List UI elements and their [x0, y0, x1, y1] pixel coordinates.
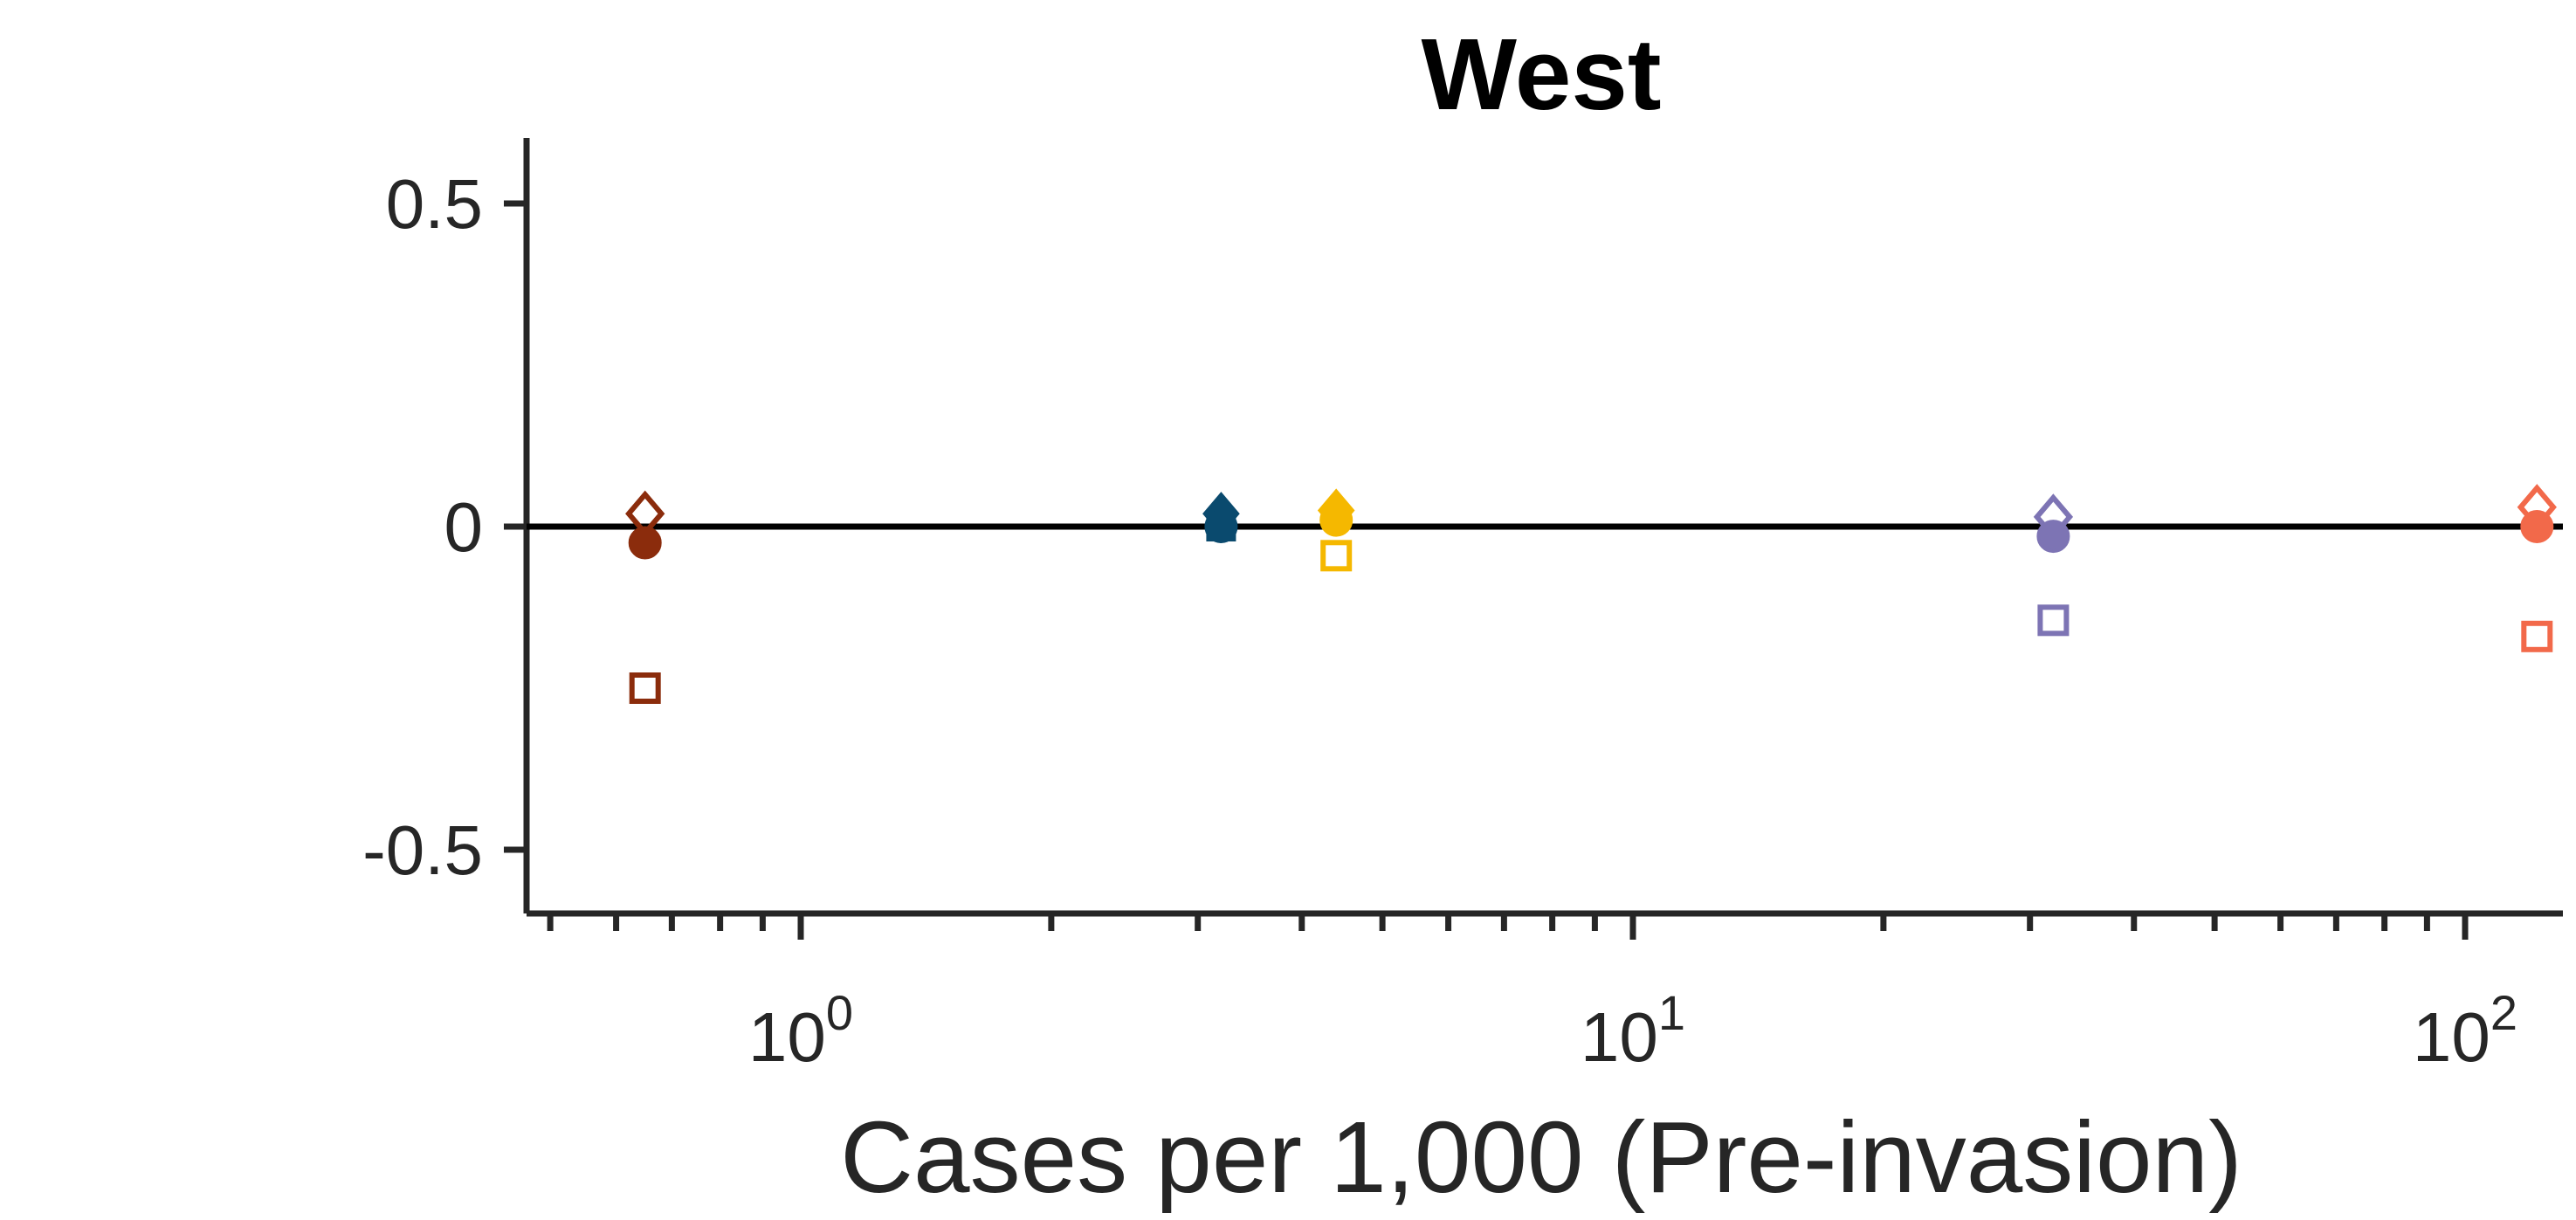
square-marker: [2521, 620, 2553, 652]
x-axis: 100 101 102: [527, 910, 2563, 1076]
y-tick-label: -0.5: [362, 811, 483, 889]
data-points: [625, 484, 2557, 704]
circle-marker: [2036, 520, 2070, 554]
square-marker: [2037, 604, 2070, 637]
y-tick-label: 0.5: [386, 165, 483, 243]
x-tick-label: 100: [748, 985, 853, 1076]
x-tick-label: 101: [1581, 985, 1685, 1076]
chart-title: West: [1421, 17, 1661, 131]
x-axis-label: Cases per 1,000 (Pre-invasion): [840, 1100, 2242, 1214]
square-marker: [1320, 540, 1353, 572]
circle-marker: [628, 526, 662, 560]
y-tick-label: 0: [444, 488, 484, 566]
square-marker: [629, 672, 661, 704]
circle-marker: [1319, 503, 1353, 537]
circle-marker: [2520, 510, 2554, 543]
x-tick-label: 102: [2413, 985, 2517, 1076]
square-marker: [1206, 512, 1236, 541]
y-axis: 0.5 0 -0.5: [362, 138, 530, 913]
